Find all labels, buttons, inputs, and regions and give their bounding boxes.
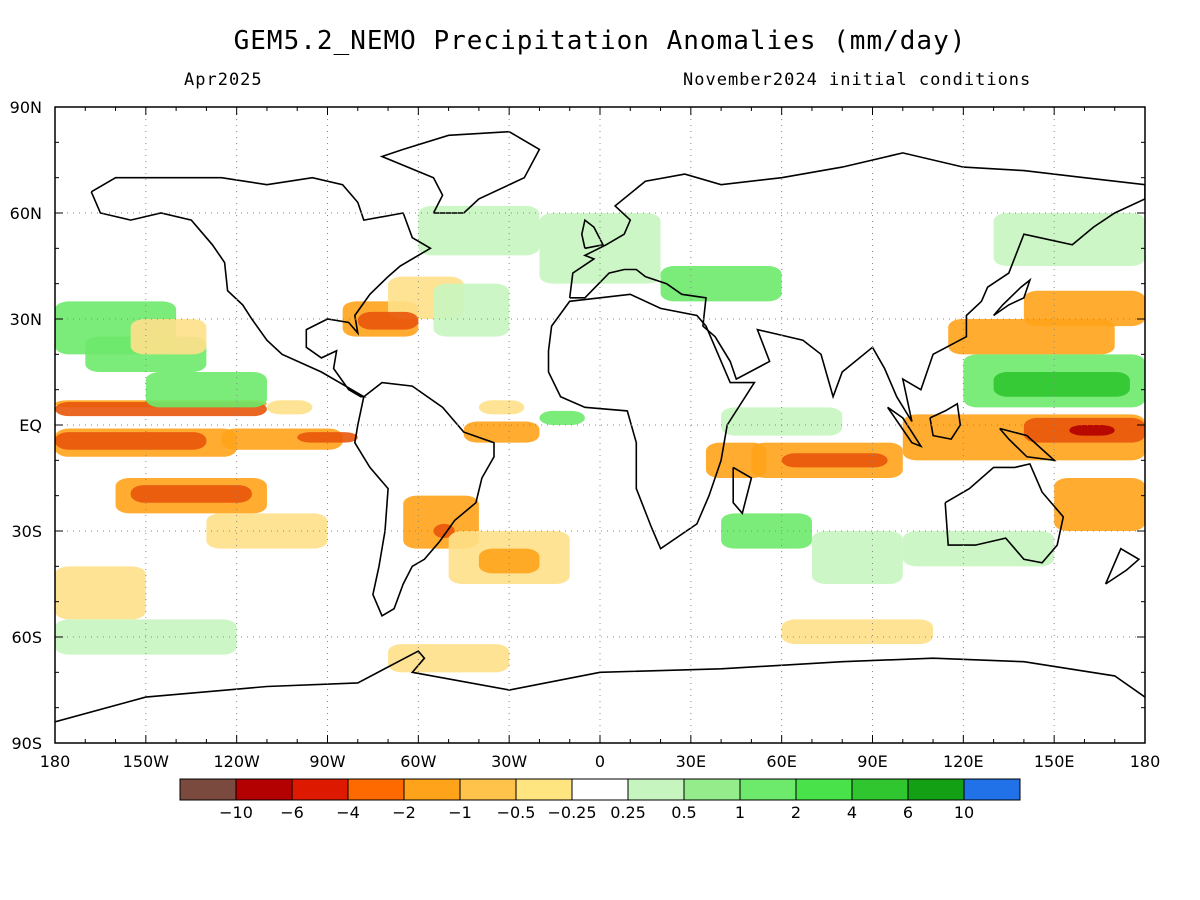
lon-label: 150E [1034, 752, 1075, 771]
colorbar-label: 1 [735, 803, 745, 822]
lon-label: 120E [943, 752, 984, 771]
lon-label: 30W [491, 752, 527, 771]
colorbar-swatch [347, 778, 405, 801]
valid-month-label: Apr2025 [184, 70, 263, 90]
colorbar-swatch [907, 778, 965, 801]
colorbar-swatch [403, 778, 461, 801]
lon-label: 180 [40, 752, 71, 771]
lon-label: 180 [1130, 752, 1161, 771]
colorbar-swatch [795, 778, 853, 801]
colorbar-label: −0.25 [547, 803, 596, 822]
lon-label: 30E [676, 752, 706, 771]
colorbar-label: 0.25 [610, 803, 646, 822]
colorbar-swatch [571, 778, 629, 801]
coastlines [55, 130, 1145, 723]
longitude-labels: 180 150W 120W 90W 60W 30W 0 30E 60E 90E 120E 150E 18… [40, 752, 1161, 771]
lat-label: 60S [11, 628, 42, 647]
colorbar: −10 −6 −4 −2 −1 −0.5 −0.25 0.25 0.5 1 2 4 6 10 [179, 778, 1021, 822]
axis-ticks [54, 106, 1146, 744]
colorbar-swatch [291, 778, 349, 801]
colorbar-label: −2 [392, 803, 416, 822]
colorbar-label: −10 [219, 803, 253, 822]
colorbar-swatch [179, 778, 237, 801]
colorbar-swatch [459, 778, 517, 801]
init-conditions-label: November2024 initial conditions [683, 70, 1032, 90]
colorbar-label: 6 [903, 803, 913, 822]
lon-label: 150W [123, 752, 170, 771]
lon-label: 90W [309, 752, 345, 771]
colorbar-label: 2 [791, 803, 801, 822]
map-title: GEM5.2_NEMO Precipitation Anomalies (mm/… [233, 26, 967, 56]
colorbar-label: −1 [448, 803, 472, 822]
colorbar-swatch [627, 778, 685, 801]
lon-label: 60E [766, 752, 796, 771]
colorbar-swatch [515, 778, 573, 801]
lat-label: 30S [11, 522, 42, 541]
colorbar-swatch [683, 778, 741, 801]
lat-label: 90S [11, 734, 42, 753]
colorbar-swatch [963, 778, 1021, 801]
lon-label: 0 [595, 752, 605, 771]
colorbar-swatch [739, 778, 797, 801]
lon-label: 90E [857, 752, 887, 771]
colorbar-label: −4 [336, 803, 360, 822]
lat-label: EQ [19, 416, 42, 435]
gridlines [55, 107, 1145, 743]
lon-label: 60W [400, 752, 436, 771]
lon-label: 120W [213, 752, 260, 771]
colorbar-swatch [851, 778, 909, 801]
latitude-labels: 90N 60N 30N EQ 30S 60S 90S [10, 98, 42, 753]
lat-label: 60N [10, 204, 42, 223]
colorbar-label: 4 [847, 803, 857, 822]
colorbar-label: 0.5 [671, 803, 696, 822]
colorbar-swatch [235, 778, 293, 801]
colorbar-label: 10 [954, 803, 974, 822]
colorbar-label: −6 [280, 803, 304, 822]
colorbar-label: −0.5 [497, 803, 536, 822]
lat-label: 30N [10, 310, 42, 329]
lat-label: 90N [10, 98, 42, 117]
